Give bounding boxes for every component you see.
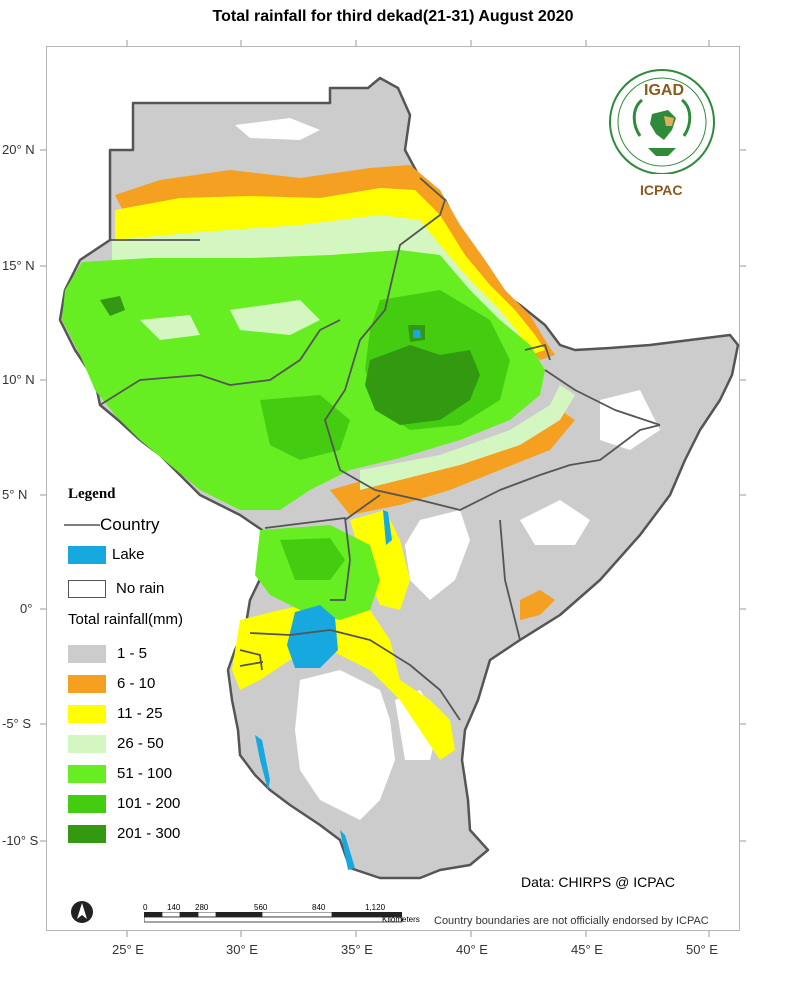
band-101-200-southsudan [260,395,350,460]
legend-class-3-label: 11 - 25 [117,705,163,722]
scale-tick-0: 0 [143,903,148,912]
scale-tick-840: 840 [312,903,326,912]
data-source-note: Data: CHIRPS @ ICPAC [521,874,675,890]
legend-lake-swatch [68,546,106,564]
lake-tanganyika [255,735,270,790]
icpac-logo-name: ICPAC [640,182,683,198]
legend-title: Legend [68,486,116,502]
frame-ticks [40,40,746,937]
band-26-50-east [360,385,575,490]
lon-label-50e: 50° E [686,942,718,957]
legend-class-2-label: 6 - 10 [117,675,156,692]
legend-rain-title: Total rainfall(mm) [68,611,184,628]
legend-class-5-swatch [68,765,106,783]
lat-label-15n: 15° N [2,258,35,273]
no-rain-somalia [600,390,660,450]
legend-class-3-swatch [68,705,106,723]
band-101-200-uganda [280,538,345,580]
lon-label-40e: 40° E [456,942,488,957]
boundary-disclaimer: Country boundaries are not officially en… [434,915,709,927]
legend-class-1-swatch [68,645,106,663]
legend-lake-label: Lake [112,546,145,563]
band-11-25-north [115,188,545,355]
north-arrow-icon [71,901,93,923]
scale-unit: Kilometers [382,915,420,924]
lat-label-10n: 10° N [2,372,35,387]
legend-class-7-swatch [68,825,106,843]
band-26-50-sudan-patch [230,300,320,335]
lake-tana [413,330,421,338]
band-6-10-north [115,165,555,360]
igad-logo-name: IGAD [644,82,684,99]
lat-label-5s: -5° S [2,716,32,731]
band-11-25-south [232,600,455,760]
legend-class-6-swatch [68,795,106,813]
no-rain-egypt [235,118,320,140]
legend-class-7-label: 201 - 300 [117,825,181,842]
map-title: Total rainfall for third dekad(21-31) Au… [212,8,574,25]
legend-norain-swatch [68,580,106,598]
lon-label-25e: 25° E [112,942,144,957]
igad-logo [609,69,715,174]
legend-class-2-swatch [68,675,106,693]
band-26-50-north [112,215,520,345]
legend-norain-label: No rain [116,580,165,597]
map-frame [46,46,740,931]
lake-turkana [383,510,392,545]
legend-class-4-swatch [68,735,106,753]
lon-label-35e: 35° E [341,942,373,957]
legend-country-label: Country [100,515,160,534]
country-borders [99,103,661,721]
legend-class-6-label: 101 - 200 [117,795,181,812]
lat-label-0: 0° [20,601,33,616]
scale-bar [144,912,403,923]
legend-class-5-label: 51 - 100 [117,765,173,782]
band-201-300-west [100,296,125,316]
scale-tick-280: 280 [195,903,209,912]
lon-label-30e: 30° E [226,942,258,957]
legend-country-line [64,524,100,526]
no-rain-south [295,670,395,820]
legend-class-1-label: 1 - 5 [117,645,148,662]
scale-tick-560: 560 [254,903,268,912]
band-6-10-coast [520,590,555,620]
lat-label-10s: -10° S [2,833,39,848]
band-11-25-uganda [350,510,410,610]
band-201-300-ethiopia [365,345,480,425]
lat-label-20n: 20° N [2,142,35,157]
scale-tick-1120: 1,120 [365,903,386,912]
lat-label-5n: 5° N [2,487,28,502]
lon-label-45e: 45° E [571,942,603,957]
no-rain-kenya [405,510,470,600]
lake-victoria [287,605,338,668]
scale-tick-140: 140 [167,903,181,912]
lake-malawi [340,830,355,870]
legend-class-4-label: 26 - 50 [117,735,164,752]
band-26-50-sudan-patch-2 [140,315,200,340]
no-rain-somalia-2 [520,500,590,545]
